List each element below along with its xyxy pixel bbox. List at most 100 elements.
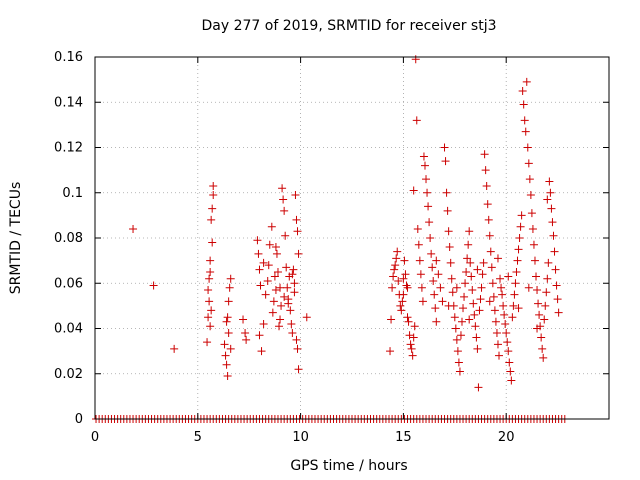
data-point	[550, 247, 559, 256]
data-point	[265, 240, 274, 249]
data-point	[480, 150, 489, 159]
data-point	[288, 329, 297, 338]
data-point	[386, 347, 395, 356]
data-point	[242, 335, 251, 344]
data-point	[527, 209, 536, 218]
data-point	[465, 315, 474, 324]
data-point	[440, 143, 449, 152]
data-point	[471, 322, 480, 331]
data-point	[302, 313, 311, 322]
data-point	[457, 317, 466, 326]
data-point	[277, 301, 286, 310]
data-point	[495, 351, 504, 360]
data-point	[526, 191, 535, 200]
data-point	[225, 283, 234, 292]
data-point	[275, 322, 284, 331]
data-point	[530, 256, 539, 265]
data-point	[547, 204, 556, 213]
data-point	[551, 265, 560, 274]
data-point	[514, 304, 523, 313]
data-point	[509, 301, 518, 310]
data-point	[472, 333, 481, 342]
x-tick-label: 0	[91, 430, 99, 445]
data-point	[516, 222, 525, 231]
data-point	[545, 177, 554, 186]
data-point	[511, 279, 520, 288]
data-point	[224, 329, 233, 338]
data-point	[399, 290, 408, 299]
data-point	[387, 315, 396, 324]
data-point	[425, 218, 434, 227]
data-point	[241, 329, 250, 338]
data-point	[424, 202, 433, 211]
data-point	[129, 224, 138, 233]
data-point	[552, 281, 561, 290]
x-tick-label: 20	[498, 430, 515, 445]
data-point	[465, 227, 474, 236]
data-point	[525, 175, 534, 184]
data-point	[390, 265, 399, 274]
data-point	[292, 215, 301, 224]
data-point	[428, 263, 437, 272]
data-point	[393, 247, 402, 256]
data-point	[391, 261, 400, 270]
grid	[95, 57, 609, 419]
data-point	[264, 261, 273, 270]
data-point	[410, 322, 419, 331]
data-point	[222, 360, 231, 369]
data-point	[208, 238, 217, 247]
data-point	[506, 367, 515, 376]
data-point	[524, 283, 533, 292]
data-point	[481, 166, 490, 175]
data-point	[206, 322, 215, 331]
data-point	[548, 218, 557, 227]
data-point	[485, 297, 494, 306]
data-point	[407, 344, 416, 353]
data-point	[461, 279, 470, 288]
data-point	[499, 301, 508, 310]
data-point	[464, 240, 473, 249]
data-point	[419, 152, 428, 161]
data-point	[278, 184, 287, 193]
data-point	[507, 376, 516, 385]
chart-title: Day 277 of 2019, SRMTID for receiver stj…	[202, 18, 497, 34]
data-point	[477, 283, 486, 292]
data-point	[446, 258, 455, 267]
data-point	[537, 333, 546, 342]
data-point	[523, 143, 532, 152]
data-point	[541, 301, 550, 310]
data-point	[226, 274, 235, 283]
data-point	[293, 227, 302, 236]
data-point	[546, 188, 555, 197]
data-point	[503, 338, 512, 347]
data-point	[209, 181, 218, 190]
data-point	[515, 234, 524, 242]
data-point	[290, 288, 299, 297]
data-point	[448, 288, 457, 297]
x-tick-label: 15	[395, 430, 412, 445]
data-point	[434, 270, 443, 279]
data-point	[478, 270, 487, 279]
data-point	[403, 313, 412, 322]
data-point	[456, 331, 465, 340]
data-point	[389, 272, 398, 281]
data-point	[504, 347, 513, 356]
data-point	[263, 276, 272, 285]
data-point	[270, 272, 279, 281]
data-point	[444, 227, 453, 236]
data-point	[426, 234, 435, 242]
data-point	[493, 254, 502, 263]
data-point	[414, 240, 423, 249]
y-tick-label: 0.02	[54, 367, 83, 382]
data-point	[486, 247, 495, 256]
data-point	[519, 100, 528, 109]
data-point	[149, 281, 158, 290]
data-point	[453, 347, 462, 356]
data-point	[438, 297, 447, 306]
data-point	[512, 267, 521, 276]
data-point	[466, 258, 475, 267]
data-point	[255, 331, 264, 340]
x-tick-label: 5	[194, 430, 202, 445]
data-point	[268, 308, 277, 317]
data-point	[514, 245, 523, 254]
